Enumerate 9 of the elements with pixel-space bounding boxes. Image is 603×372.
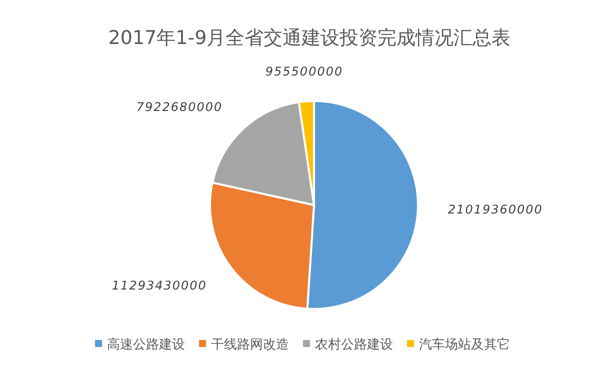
chart-title: 2017年1-9月全省交通建设投资完成情况汇总表 — [108, 27, 511, 49]
legend-label: 高速公路建设 — [107, 336, 185, 353]
data-label: 7922680000 — [136, 100, 223, 114]
legend-label: 汽车场站及其它 — [419, 336, 510, 353]
data-label: 11293430000 — [112, 278, 207, 293]
legend-label: 农村公路建设 — [315, 338, 393, 353]
data-label: 955500000 — [265, 64, 344, 79]
legend-label: 干线路网改造 — [211, 338, 289, 353]
data-label: 21019360000 — [448, 202, 543, 217]
